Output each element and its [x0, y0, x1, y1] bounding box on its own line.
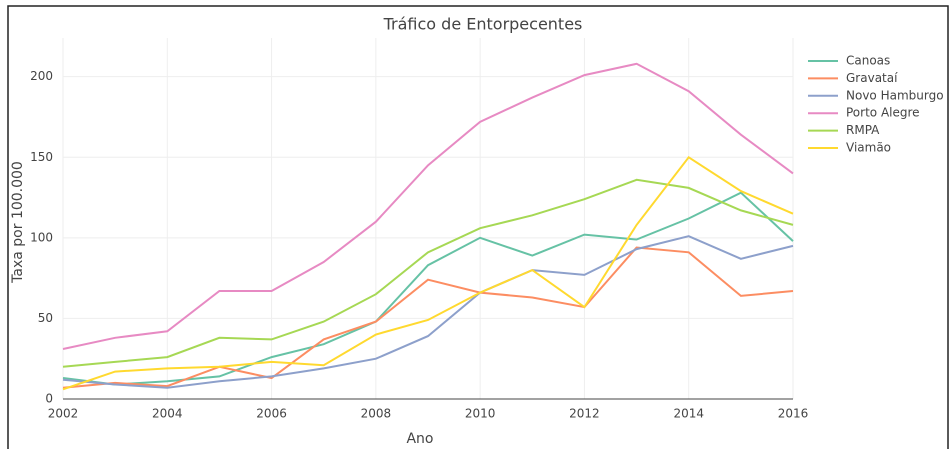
series-line — [62, 235, 794, 389]
frame — [7, 5, 949, 449]
x-tick-label: 2014 — [673, 407, 704, 421]
x-tick-label: 2006 — [256, 407, 287, 421]
legend-label: Porto Alegre — [846, 106, 920, 120]
series-line — [62, 62, 794, 350]
x-tick-label: 2002 — [48, 407, 79, 421]
legend-label: Viamão — [846, 141, 891, 155]
x-tick-label: 2016 — [778, 407, 809, 421]
x-tick-label: 2008 — [361, 407, 392, 421]
series-line — [62, 178, 794, 368]
x-tick-label: 2010 — [465, 407, 496, 421]
legend-label: Canoas — [846, 54, 890, 68]
x-axis-title: Ano — [406, 431, 433, 447]
series-line — [62, 155, 794, 391]
chart-title: Tráfico de Entorpecentes — [383, 15, 583, 34]
legend-label: Novo Hamburgo — [846, 88, 944, 102]
series-line — [62, 246, 794, 389]
legend-label: RMPA — [846, 123, 880, 137]
y-axis-title: Taxa por 100.000 — [10, 161, 26, 284]
y-tick-label: 200 — [30, 69, 53, 83]
x-tick-label: 2012 — [569, 407, 600, 421]
y-tick-label: 0 — [45, 392, 53, 406]
y-tick-label: 150 — [30, 150, 53, 164]
x-tick-label: 2004 — [152, 407, 183, 421]
y-tick-label: 50 — [38, 311, 53, 325]
legend-label: Gravataí — [846, 71, 898, 85]
y-tick-label: 100 — [30, 230, 53, 244]
